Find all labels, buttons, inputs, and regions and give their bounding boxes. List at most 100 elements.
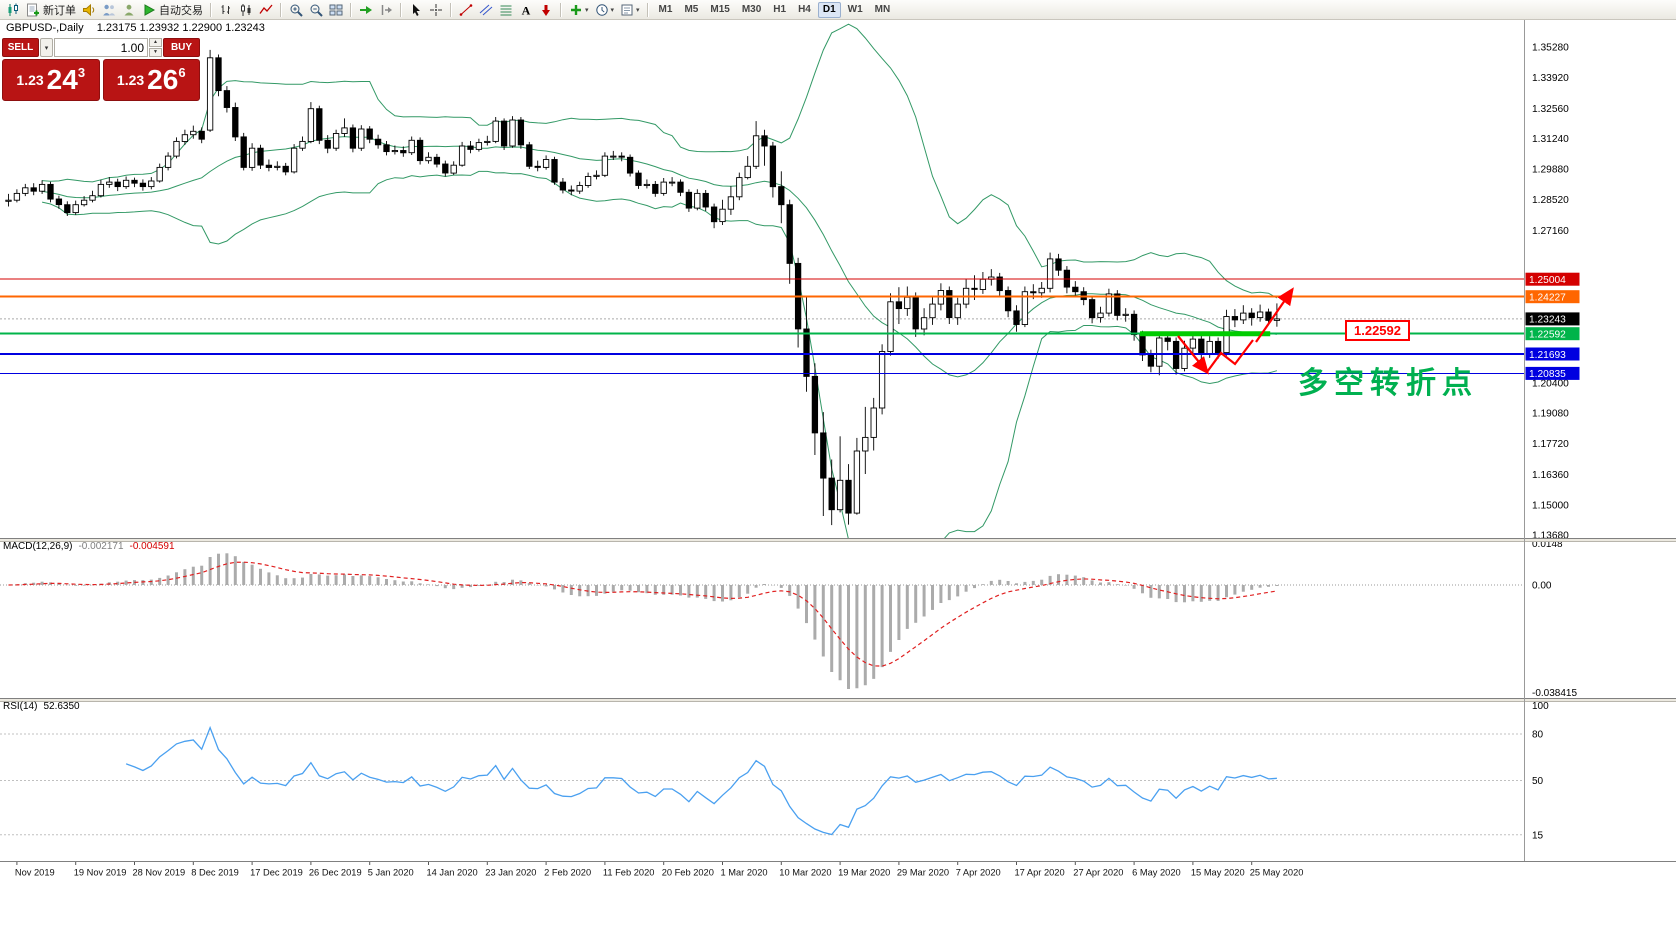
svg-text:100: 100 — [1532, 701, 1549, 712]
svg-text:1.28520: 1.28520 — [1532, 195, 1569, 206]
chart-shift-icon[interactable] — [376, 1, 396, 19]
candlestick-chart-icon[interactable] — [236, 1, 256, 19]
bar-chart-icon — [219, 3, 233, 17]
experts-icon[interactable] — [99, 1, 119, 19]
macd-panel[interactable] — [0, 553, 1524, 689]
svg-text:1.21693: 1.21693 — [1529, 350, 1566, 361]
svg-text:8 Dec 2019: 8 Dec 2019 — [191, 868, 239, 878]
svg-text:0.0148: 0.0148 — [1532, 539, 1563, 550]
accounts-icon[interactable] — [119, 1, 139, 19]
fibonacci-icon[interactable] — [496, 1, 516, 19]
arrow-tool-icon[interactable] — [536, 1, 556, 19]
symbol-period-label: GBPUSD-,Daily — [6, 22, 84, 34]
cursor-icon[interactable] — [406, 1, 426, 19]
svg-text:14 Jan 2020: 14 Jan 2020 — [427, 868, 478, 878]
indicators-icon[interactable]: ▾ — [566, 1, 592, 19]
timeframe-m30-button[interactable]: M30 — [737, 2, 766, 18]
macd-signal-value: -0.004591 — [129, 541, 175, 552]
svg-text:6 May 2020: 6 May 2020 — [1132, 868, 1181, 878]
sell-price-display[interactable]: 1.23 24 3 — [2, 59, 100, 101]
caret-down-icon: ▾ — [44, 44, 49, 52]
line-chart-icon[interactable] — [256, 1, 276, 19]
svg-text:26 Dec 2019: 26 Dec 2019 — [309, 868, 362, 878]
bar-chart-icon[interactable] — [216, 1, 236, 19]
macd-scale[interactable]: 0.0148 0.00 -0.038415 — [1532, 539, 1577, 699]
svg-text:1.33920: 1.33920 — [1532, 73, 1569, 84]
trendline-icon[interactable] — [456, 1, 476, 19]
new-order-button[interactable]: 新订单 — [23, 1, 79, 19]
time-scale[interactable]: Nov 2019 19 Nov 2019 28 Nov 2019 8 Dec 2019… — [15, 862, 1304, 878]
timeframe-d1-button[interactable]: D1 — [817, 1, 841, 18]
candlestick-chart-icon — [239, 3, 253, 17]
channel-icon[interactable] — [476, 1, 496, 19]
text-icon[interactable]: A — [516, 1, 536, 19]
main-price-panel[interactable] — [0, 23, 1524, 587]
svg-text:1.15000: 1.15000 — [1532, 501, 1569, 512]
svg-text:0.00: 0.00 — [1532, 581, 1552, 592]
timeframe-m5-button[interactable]: M5 — [679, 2, 703, 18]
charts-icon[interactable] — [3, 1, 23, 19]
toolbar: 新订单 自动交易 A ▾ ▾ ▾ M1 M5 M15 M30 H1 H4 D1 W1 MN — [0, 0, 1676, 20]
macd-main-value: -0.002171 — [78, 541, 124, 552]
toolbar-separator — [350, 2, 352, 17]
buy-button[interactable]: BUY — [163, 38, 200, 57]
svg-text:1.22592: 1.22592 — [1529, 330, 1566, 341]
volume-dropdown-button[interactable]: ▾ — [40, 38, 53, 57]
svg-text:1.20400: 1.20400 — [1532, 379, 1569, 390]
macd-label: MACD(12,26,9) -0.002171 -0.004591 — [3, 541, 175, 552]
price-scale[interactable]: 1.35280 1.33920 1.32560 1.31240 1.29880 1.285… — [1525, 43, 1580, 542]
buy-price-display[interactable]: 1.23 26 6 — [102, 59, 200, 101]
sell-button[interactable]: SELL — [2, 38, 39, 57]
panel-separators[interactable] — [0, 20, 1676, 862]
horn-icon — [82, 3, 96, 17]
timeframe-h4-button[interactable]: H4 — [793, 2, 816, 18]
crosshair-icon[interactable] — [426, 1, 446, 19]
svg-text:19 Nov 2019: 19 Nov 2019 — [74, 868, 127, 878]
rsi-scale[interactable]: 100 80 50 15 — [1532, 701, 1549, 841]
cursor-icon — [409, 3, 423, 17]
volume-down-button[interactable]: ▼ — [149, 48, 162, 57]
toolbar-separator — [400, 2, 402, 17]
timeframe-mn-button[interactable]: MN — [870, 2, 896, 18]
rsi-panel[interactable] — [0, 725, 1524, 836]
crosshair-icon — [429, 3, 443, 17]
svg-text:2 Feb 2020: 2 Feb 2020 — [544, 868, 591, 878]
zoom-in-icon — [289, 3, 303, 17]
zoom-out-icon[interactable] — [306, 1, 326, 19]
turning-point-annotation[interactable]: 多空转折点 — [1298, 367, 1478, 400]
support-price-callout[interactable]: 1.22592 — [1345, 320, 1410, 341]
svg-text:1 Mar 2020: 1 Mar 2020 — [721, 868, 768, 878]
svg-text:1.35280: 1.35280 — [1532, 43, 1569, 54]
volume-up-button[interactable]: ▲ — [149, 38, 162, 47]
svg-text:28 Nov 2019: 28 Nov 2019 — [133, 868, 186, 878]
autotrading-button[interactable]: 自动交易 — [139, 1, 206, 19]
periods-icon — [595, 3, 609, 17]
ohlc-values: 1.23175 1.23932 1.22900 1.23243 — [96, 22, 265, 34]
svg-text:17 Dec 2019: 17 Dec 2019 — [250, 868, 303, 878]
templates-icon[interactable]: ▾ — [617, 1, 643, 19]
templates-icon — [620, 3, 634, 17]
volume-input[interactable] — [54, 38, 148, 57]
chart-title-ohlc: GBPUSD-,Daily 1.23175 1.23932 1.22900 1.… — [6, 22, 265, 34]
tile-windows-icon[interactable] — [326, 1, 346, 19]
timeframe-m1-button[interactable]: M1 — [654, 2, 678, 18]
svg-text:1.19080: 1.19080 — [1532, 409, 1569, 420]
trend-arrows[interactable] — [1177, 287, 1294, 375]
timeframe-h1-button[interactable]: H1 — [768, 2, 791, 18]
svg-text:7 Apr 2020: 7 Apr 2020 — [956, 868, 1001, 878]
periods-icon[interactable]: ▾ — [592, 1, 618, 19]
bollinger-lower-band — [41, 170, 1278, 538]
bollinger-upper-band — [42, 23, 1278, 299]
zoom-in-icon[interactable] — [286, 1, 306, 19]
horn-icon[interactable] — [79, 1, 99, 19]
buy-price-point: 6 — [178, 64, 186, 80]
zoom-out-icon — [309, 3, 323, 17]
indicators-icon — [569, 3, 583, 17]
timeframe-w1-button[interactable]: W1 — [843, 2, 868, 18]
auto-scroll-icon[interactable] — [356, 1, 376, 19]
toolbar-separator — [280, 2, 282, 17]
candlesticks — [5, 49, 1281, 526]
timeframe-m15-button[interactable]: M15 — [705, 2, 734, 18]
chart-canvas[interactable]: 1.35280 1.33920 1.32560 1.31240 1.29880 1.285… — [0, 20, 1676, 880]
